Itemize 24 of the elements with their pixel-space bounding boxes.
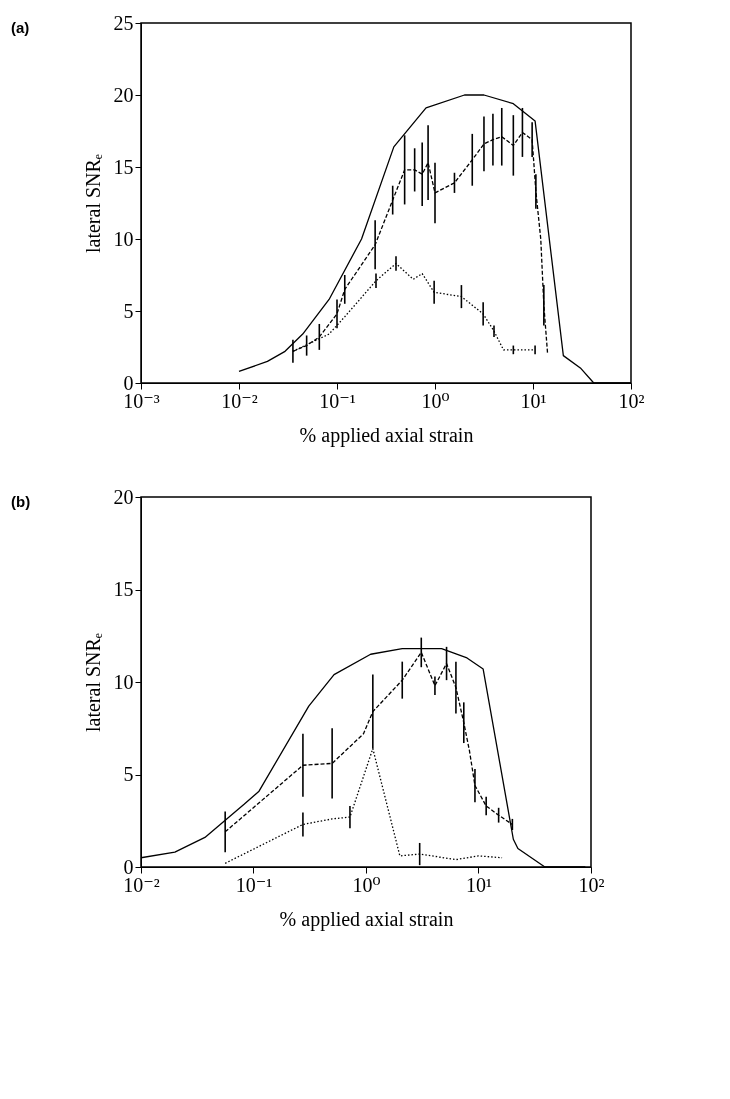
x-tick-label: 10⁻¹ xyxy=(319,389,356,412)
x-tick-label: 10⁰ xyxy=(421,389,450,412)
x-tick-label: 10² xyxy=(618,389,645,412)
y-tick-label: 20 xyxy=(113,83,134,106)
y-tick-label: 15 xyxy=(113,155,134,178)
y-tick-label: 10 xyxy=(113,670,134,693)
y-tick-label: 15 xyxy=(113,578,134,600)
y-axis-title: lateral SNRₑ xyxy=(81,633,104,732)
x-tick-label: 10⁻² xyxy=(221,389,258,412)
y-axis-title: lateral SNRₑ xyxy=(81,154,104,253)
y-tick-label: 20 xyxy=(113,485,134,508)
y-tick-label: 5 xyxy=(123,299,134,322)
x-tick-label: 10¹ xyxy=(520,389,547,412)
y-tick-label: 25 xyxy=(113,11,134,34)
y-tick-label: 10 xyxy=(113,227,134,250)
x-tick-label: 10⁰ xyxy=(352,873,381,896)
x-tick-label: 10⁻¹ xyxy=(235,873,273,896)
y-tick-label: 5 xyxy=(123,763,134,785)
x-tick-label: 10¹ xyxy=(466,873,492,896)
x-axis-title: % applied axial strain xyxy=(299,423,474,447)
x-axis-title: % applied axial strain xyxy=(279,907,454,931)
text: (b) xyxy=(11,493,31,510)
x-tick-label: 10² xyxy=(578,873,605,896)
text: (a) xyxy=(11,19,30,36)
